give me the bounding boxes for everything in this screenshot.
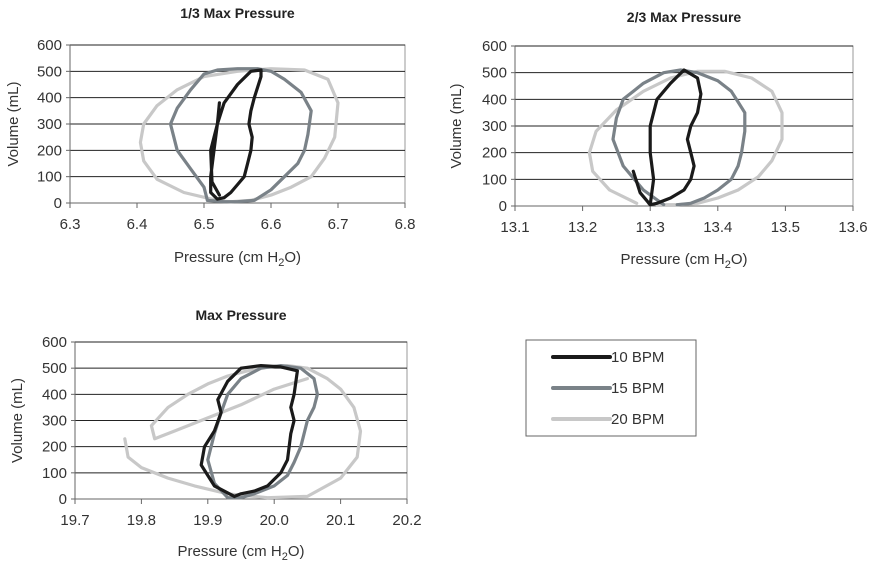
x-axis-title: Pressure (cm H2O)	[178, 543, 305, 563]
series-20-bpm	[138, 67, 340, 204]
y-axis-title: Volume (mL)	[9, 378, 26, 463]
y-tick-label: 600	[482, 38, 507, 55]
series-15-bpm	[611, 68, 747, 207]
x-axis-title-tail: O)	[284, 249, 301, 266]
x-axis-title: Pressure (cm H2O)	[621, 251, 748, 271]
x-tick-label: 20.2	[392, 512, 421, 529]
y-tick-label: 500	[37, 63, 62, 80]
series-10-bpm	[209, 68, 263, 201]
y-tick-label: 0	[499, 198, 507, 215]
x-axis-title-subscript: 2	[725, 259, 731, 271]
series-20-bpm	[587, 69, 784, 207]
y-tick-label: 100	[42, 465, 67, 482]
series-10-bpm	[631, 68, 703, 207]
series-10-bpm	[199, 364, 299, 498]
y-tick-label: 200	[482, 145, 507, 162]
x-tick-label: 13.6	[838, 219, 867, 236]
x-tick-label: 20.0	[260, 512, 289, 529]
x-tick-label: 6.6	[261, 216, 282, 233]
x-axis-title-main: Pressure (cm H	[174, 249, 278, 266]
x-tick-label: 13.1	[500, 219, 529, 236]
y-tick-label: 0	[54, 195, 62, 212]
x-axis-title-tail: O)	[288, 543, 305, 560]
x-axis-title-main: Pressure (cm H	[621, 251, 725, 268]
x-tick-label: 19.9	[193, 512, 222, 529]
x-tick-label: 6.4	[127, 216, 148, 233]
y-tick-label: 100	[482, 171, 507, 188]
legend-label: 20 BPM	[611, 411, 664, 428]
chart-title: Max Pressure	[195, 307, 286, 323]
x-tick-label: 19.7	[60, 512, 89, 529]
y-tick-label: 200	[42, 439, 67, 456]
series-20-bpm	[123, 364, 363, 500]
x-tick-label: 13.2	[568, 219, 597, 236]
series-15-bpm	[168, 67, 313, 204]
y-tick-label: 500	[42, 360, 67, 377]
x-axis-title: Pressure (cm H2O)	[174, 249, 301, 269]
x-axis-title-subscript: 2	[282, 551, 288, 563]
y-tick-label: 0	[59, 491, 67, 508]
x-tick-label: 6.3	[60, 216, 81, 233]
chart-1: 0 100 200 300 400 500 600 6.3 6.4 6.5 6.6 6.7 6.8 1/3…	[5, 5, 415, 269]
chart-3: 0 100 200 300 400 500 600 19.7 19.8 19.9 20.0 20.1 2…	[9, 307, 422, 563]
x-tick-label: 6.8	[395, 216, 416, 233]
y-tick-label: 200	[37, 142, 62, 159]
chart-title: 1/3 Max Pressure	[180, 5, 295, 21]
x-tick-label: 6.5	[194, 216, 215, 233]
x-axis-title-main: Pressure (cm H	[178, 543, 282, 560]
y-tick-label: 300	[482, 118, 507, 135]
y-tick-label: 500	[482, 65, 507, 82]
y-tick-label: 400	[482, 91, 507, 108]
y-tick-label: 100	[37, 169, 62, 186]
x-tick-label: 19.8	[127, 512, 156, 529]
y-axis-title: Volume (mL)	[448, 83, 465, 168]
chart-2: 0 100 200 300 400 500 600 13.1 13.2 13.3 13.4 13.5 1…	[448, 9, 868, 271]
y-tick-label: 400	[37, 90, 62, 107]
y-tick-label: 600	[42, 334, 67, 351]
y-axis-title: Volume (mL)	[5, 81, 22, 166]
y-tick-label: 300	[37, 116, 62, 133]
legend: 10 BPM 15 BPM 20 BPM	[525, 339, 697, 437]
x-tick-label: 13.3	[636, 219, 665, 236]
y-tick-label: 300	[42, 413, 67, 430]
x-tick-label: 6.7	[328, 216, 349, 233]
y-tick-label: 600	[37, 37, 62, 54]
x-axis-title-tail: O)	[731, 251, 748, 268]
y-tick-label: 400	[42, 386, 67, 403]
x-axis-title-subscript: 2	[278, 257, 284, 269]
legend-label: 10 BPM	[611, 349, 664, 366]
chart-title: 2/3 Max Pressure	[627, 9, 742, 25]
x-tick-label: 13.5	[771, 219, 800, 236]
x-tick-label: 13.4	[703, 219, 732, 236]
x-tick-label: 20.1	[326, 512, 355, 529]
legend-label: 15 BPM	[611, 380, 664, 397]
